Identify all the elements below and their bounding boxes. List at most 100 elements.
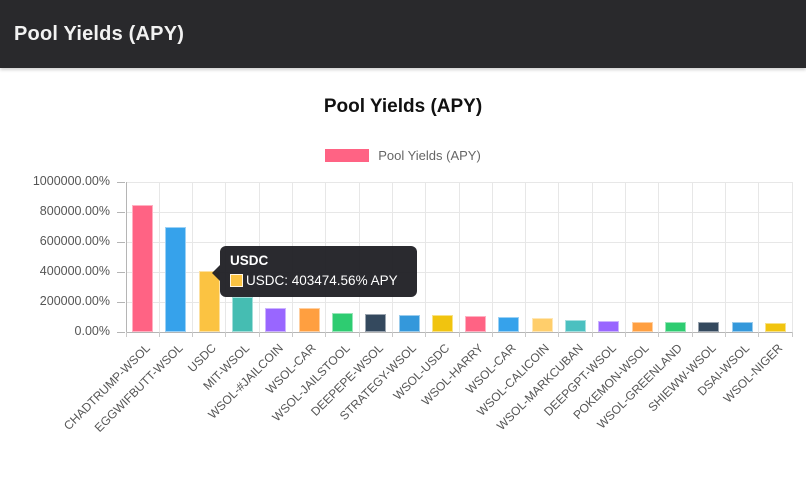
bar-WSOL-NIGER[interactable] [764,323,786,332]
x-gridline [525,182,527,332]
x-tick-mark [458,332,460,337]
x-axis-label-text: WSOL-#JAILCOIN [205,341,286,422]
y-axis-tick-label: 1000000.00% [32,174,110,188]
bar-MIT-WSOL[interactable] [232,297,254,332]
x-axis-label-text: WSOL-HARRY [418,341,486,409]
bar-USDC[interactable] [198,271,220,332]
tooltip-title: USDC [230,253,269,268]
x-tick-mark [558,332,560,337]
x-tick-mark [192,332,194,337]
x-axis-label-text: WSOL-CALICOIN [474,341,553,419]
x-axis-label-text: DSAI-WSOL [694,341,752,399]
y-gridline [126,331,792,333]
x-axis-label-text: WSOL-CAR [263,341,320,397]
x-tick-mark [625,332,626,337]
y-gridline [126,241,792,243]
page-header: Pool Yields (APY) [0,0,806,68]
y-axis-tick-label: 0.00% [74,324,110,338]
y-axis-tick-label: 600000.00% [39,234,110,248]
x-tick-mark [292,332,293,337]
x-gridline [591,182,593,332]
x-gridline [192,182,194,332]
bar-WSOL-CAR[interactable] [298,308,320,332]
bar-SHIEWW-WSOL[interactable] [698,322,720,332]
legend-swatch [325,149,370,162]
x-axis-label-text: DEEPGPT-WSOL [540,341,619,419]
x-gridline [625,182,626,332]
y-tick-mark [117,241,125,243]
x-tick-mark [758,332,760,337]
chart-title: Pool Yields (APY) [323,96,483,117]
page-title: Pool Yields (APY) [14,22,185,45]
bar-WSOL-MARKCUBAN[interactable] [565,320,587,332]
x-tick-mark [325,332,327,337]
chart-tooltip: USDC USDC: 403474.56% APY [212,246,417,297]
x-tick-mark [125,332,127,337]
bar-WSOL-#JAILCOIN[interactable] [265,308,287,332]
bar-WSOL-JAILSTOOL[interactable] [331,313,353,332]
x-gridline [558,182,560,332]
x-tick-mark [158,332,160,337]
bar-WSOL-CAR[interactable] [498,317,520,332]
x-gridline [458,182,460,332]
x-gridline [724,182,726,332]
tooltip-caret-icon [212,265,220,281]
x-axis-label-text: WSOL-CAR [463,341,519,397]
x-tick-mark [658,332,660,337]
x-axis-label-text: EGGWIFBUTT-WSOL [92,341,186,435]
x-axis-label-text: MIT-WSOL [200,341,253,393]
x-axis-label-text: USDC [185,341,220,375]
x-tick-mark [258,332,260,337]
x-gridline [758,182,760,332]
x-gridline [158,182,160,332]
bar-WSOL-GREENLAND[interactable] [664,322,686,332]
x-axis-label-text: CHADTRUMP-WSOL [60,341,153,433]
x-gridline [125,182,127,332]
bar-WSOL-HARRY[interactable] [465,316,487,332]
x-axis-label-text: SHIEWW-WSOL [645,341,719,415]
bar-WSOL-CALICOIN[interactable] [531,318,553,332]
y-axis-tick-label: 800000.00% [39,204,110,218]
y-axis-tick-label: 400000.00% [39,264,110,278]
bar-DSAI-WSOL[interactable] [731,322,753,332]
y-axis-tick-label: 200000.00% [39,294,110,308]
y-tick-mark [117,181,125,183]
x-tick-mark [691,332,693,337]
x-gridline [658,182,660,332]
bar-WSOL-USDC[interactable] [431,315,453,332]
bar-DEEPEPE-WSOL[interactable] [365,314,387,332]
x-tick-mark [525,332,527,337]
tooltip-swatch [230,274,243,287]
x-axis-label-text: WSOL-MARKCUBAN [493,341,586,433]
x-tick-mark [391,332,393,337]
y-tick-mark [117,211,125,213]
x-axis-label-text: WSOL-GREENLAND [594,341,686,432]
bar-STRATEGY-WSOL[interactable] [398,315,420,332]
x-axis-label-text: WSOL-NIGER [720,341,786,406]
x-axis-label-text: POKEMON-WSOL [570,341,653,423]
x-tick-mark [225,332,227,337]
chart-legend: Pool Yields (APY) [0,148,806,163]
bar-POKEMON-WSOL[interactable] [631,322,653,332]
x-tick-mark [491,332,493,337]
tooltip-value: USDC: 403474.56% APY [246,273,398,288]
x-axis-label-text: WSOL-USDC [390,341,453,403]
x-axis-label-text: STRATEGY-WSOL [336,341,419,424]
bar-CHADTRUMP-WSOL[interactable] [132,205,154,332]
x-tick-mark [724,332,726,337]
y-tick-mark [117,301,125,303]
y-gridline [126,211,792,213]
bar-EGGWIFBUTT-WSOL[interactable] [165,227,187,332]
x-gridline [491,182,493,332]
legend-label[interactable]: Pool Yields (APY) [378,148,481,163]
x-tick-mark [425,332,427,337]
x-gridline [691,182,693,332]
y-tick-mark [117,331,125,333]
x-tick-mark [791,332,793,337]
x-axis-label-text: WSOL-JAILSTOOL [269,341,353,425]
x-tick-mark [358,332,360,337]
y-gridline [126,181,792,183]
y-gridline [126,301,792,303]
bar-DEEPGPT-WSOL[interactable] [598,321,620,332]
